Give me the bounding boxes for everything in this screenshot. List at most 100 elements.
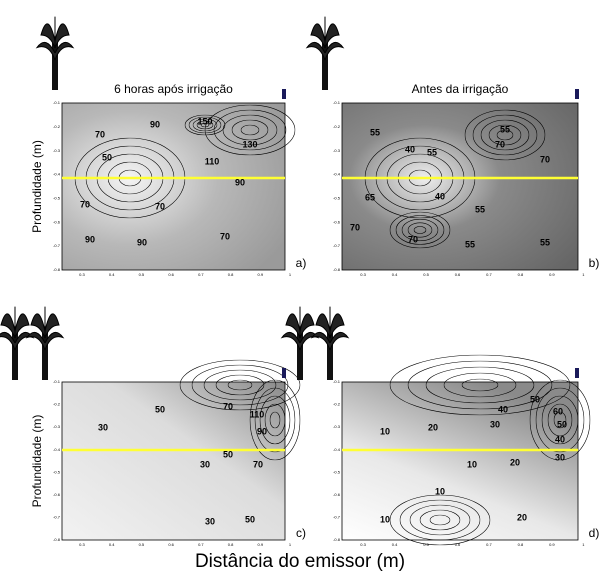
contour-label: 55 [465, 239, 475, 249]
contour-line [554, 412, 566, 428]
contour-label: 70 [408, 234, 418, 244]
y-tick-label: -0.8 [333, 267, 341, 272]
y-tick-label: -0.2 [333, 124, 341, 129]
plant-leaf [40, 23, 56, 49]
plant-leaf [299, 331, 320, 351]
plant-leaf [25, 331, 46, 351]
contour-label: 70 [540, 154, 550, 164]
x-tick-label: 0.8 [518, 542, 524, 547]
contour-line [402, 219, 438, 241]
contour-line [408, 223, 432, 237]
color-marker [282, 89, 286, 99]
y-tick-label: -0.1 [53, 379, 61, 384]
contour-background [61, 381, 286, 541]
contour-line [542, 396, 578, 444]
contour-label: 55 [370, 127, 380, 137]
y-tick-label: -0.3 [53, 148, 61, 153]
contour-line [228, 380, 252, 390]
x-tick-label: 0.3 [360, 542, 366, 547]
x-tick-label: 0.6 [168, 272, 174, 277]
x-tick-label: 0.9 [549, 272, 555, 277]
plant-leaf [324, 41, 345, 61]
contour-label: 90 [150, 119, 160, 129]
x-tick-label: 0.5 [423, 272, 429, 277]
plant-leaf [310, 331, 331, 351]
contour-label: 30 [490, 419, 500, 429]
contour-line [185, 115, 225, 135]
contour-label: 50 [223, 449, 233, 459]
contour-line [232, 120, 268, 140]
y-tick-label: -0.8 [333, 537, 341, 542]
contour-label: 60 [553, 406, 563, 416]
plant-leaf [305, 41, 326, 61]
y-tick-label: -0.3 [333, 148, 341, 153]
plant-stem [52, 40, 58, 90]
plant-icon [305, 16, 345, 90]
y-tick-label: -0.8 [53, 537, 61, 542]
panel-letter: c) [296, 526, 306, 540]
plant-icon [35, 16, 75, 90]
contour-label: 110 [250, 409, 265, 419]
y-tick-label: -0.1 [333, 100, 341, 105]
contour-label: 70 [155, 201, 165, 211]
color-marker [282, 368, 286, 378]
y-tick-label: -0.1 [53, 100, 61, 105]
plant-leaf [14, 331, 35, 351]
y-tick-label: -0.5 [333, 469, 341, 474]
x-tick-label: 0.7 [198, 542, 204, 547]
contour-label: 55 [427, 147, 437, 157]
contour-label: 20 [517, 512, 527, 522]
contour-label: 50 [102, 152, 112, 162]
y-tick-label: -0.5 [53, 195, 61, 200]
contour-line [430, 515, 450, 525]
contour-line [193, 119, 217, 131]
x-tick-label: 1 [289, 272, 292, 277]
y-tick-label: -0.6 [333, 492, 341, 497]
contour-line [265, 404, 285, 436]
plant-stem [322, 40, 328, 90]
plant-stem [42, 330, 48, 380]
panel-letter: b) [589, 256, 600, 270]
contour-label: 55 [540, 237, 550, 247]
contour-line [462, 379, 498, 391]
x-tick-label: 0.7 [486, 542, 492, 547]
contour-label: 20 [510, 457, 520, 467]
plant-leaf [324, 23, 340, 49]
x-tick-label: 0.4 [392, 272, 398, 277]
contour-label: 40 [405, 144, 415, 154]
plant-icon [0, 306, 35, 380]
plant-leaf [285, 313, 301, 339]
plant-leaf [35, 41, 56, 61]
x-tick-label: 0.8 [228, 272, 234, 277]
contour-label: 10 [380, 514, 390, 524]
y-tick-label: -0.6 [53, 219, 61, 224]
contour-label: 30 [555, 452, 565, 462]
y-tick-label: -0.4 [333, 447, 341, 452]
x-tick-label: 0.4 [392, 542, 398, 547]
contour-line [414, 226, 426, 233]
y-tick-label: -0.4 [333, 172, 341, 177]
contour-line [201, 123, 209, 127]
contour-label: 70 [95, 129, 105, 139]
x-tick-label: 0.8 [518, 272, 524, 277]
contour-line [497, 130, 513, 140]
contour-label: 70 [223, 401, 233, 411]
contour-label: 150 [197, 116, 212, 126]
x-tick-label: 0.4 [109, 542, 115, 547]
panel-letter: a) [296, 256, 307, 270]
color-marker [575, 89, 579, 99]
contour-line [260, 396, 290, 444]
x-tick-label: 1 [289, 542, 292, 547]
contour-line [270, 412, 280, 428]
contour-label: 55 [475, 204, 485, 214]
contour-label: 10 [380, 426, 390, 436]
plant-leaf [280, 331, 301, 351]
contour-line [444, 373, 516, 397]
panel-title: 6 horas após irrigação [114, 82, 233, 96]
panel-title: Antes da irrigação [412, 82, 509, 96]
plant-leaf [54, 41, 75, 61]
contour-line [489, 125, 521, 145]
plant-leaf [44, 331, 65, 351]
contour-line [189, 117, 221, 133]
x-tick-label: 0.4 [109, 272, 115, 277]
